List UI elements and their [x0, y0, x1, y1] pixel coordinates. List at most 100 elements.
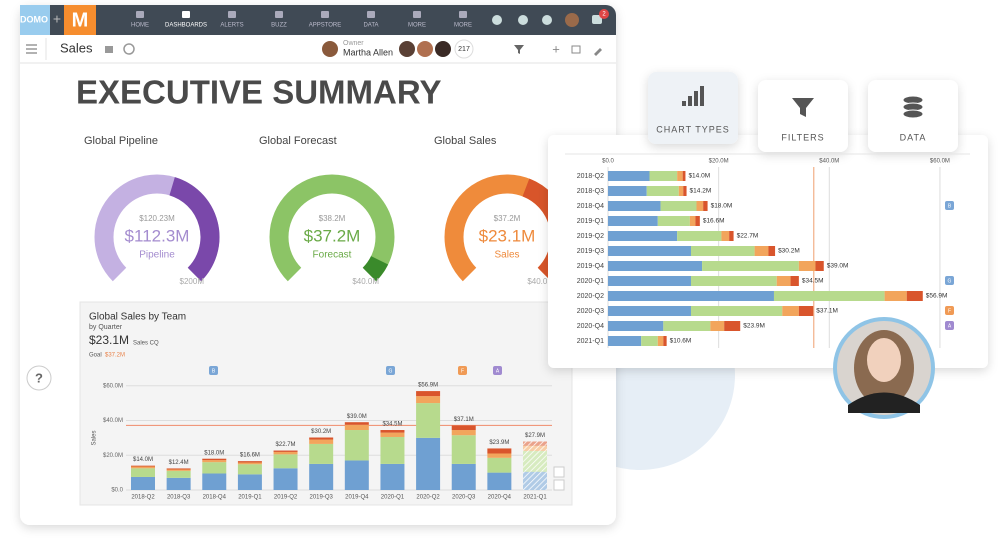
nav-item[interactable]: DASHBOARDS	[165, 23, 207, 29]
badge-letter: A	[496, 368, 500, 374]
nav-item[interactable]: HOME	[131, 23, 149, 29]
bar-segment	[790, 276, 799, 286]
db-icon	[902, 109, 924, 119]
bar-segment	[202, 462, 227, 474]
nav-item[interactable]: ALERTS	[220, 23, 243, 29]
lock-icon[interactable]	[105, 46, 113, 53]
chart-icon-bar	[682, 101, 686, 106]
bar-segment	[416, 391, 441, 397]
nav-item[interactable]: DATA	[363, 23, 378, 29]
help-icon[interactable]	[542, 15, 552, 25]
badge-letter: A	[948, 323, 952, 329]
bar-segment	[608, 291, 774, 301]
bar-segment	[237, 462, 262, 465]
user-avatar[interactable]	[565, 13, 579, 27]
x-tick-label: $20.0M	[709, 159, 729, 165]
gauge-title: Global Forecast	[259, 135, 337, 147]
bar-segment	[689, 216, 696, 226]
bar-segment	[166, 469, 191, 471]
bar-segment	[380, 430, 405, 433]
nav-item[interactable]: APPSTORE	[309, 23, 342, 29]
nav-icon[interactable]	[228, 11, 236, 18]
total-label: $10.6M	[670, 338, 692, 345]
y-tick-label: 2021-Q1	[577, 338, 604, 345]
bar-segment	[608, 306, 691, 316]
bar-segment	[344, 430, 369, 461]
nav-item[interactable]: MORE	[454, 23, 472, 29]
panel-button[interactable]	[648, 72, 738, 144]
share-icon[interactable]	[123, 43, 135, 55]
x-tick-label: 2018-Q3	[167, 495, 191, 501]
bar-segment	[608, 171, 650, 181]
bar-segment	[663, 321, 711, 331]
total-label: $56.9M	[926, 293, 948, 300]
add-icon[interactable]: +	[552, 41, 560, 56]
bar-segment	[646, 186, 679, 196]
settings-icon[interactable]	[594, 48, 602, 56]
nav-item[interactable]: BUZZ	[271, 23, 287, 29]
nav-icon[interactable]	[182, 11, 190, 18]
x-tick-label: $40.0M	[819, 159, 839, 165]
x-tick-label: 2020-Q1	[381, 495, 405, 501]
x-tick-label: 2020-Q4	[488, 495, 512, 501]
zoom-out[interactable]	[553, 479, 565, 491]
menu-icon[interactable]	[26, 44, 37, 54]
export-icon[interactable]	[571, 45, 581, 54]
badge-letter: B	[212, 368, 216, 374]
total-label: $37.1M	[454, 417, 474, 423]
filter-icon[interactable]	[514, 45, 524, 54]
bar-segment	[884, 291, 907, 301]
y-tick-label: 2020-Q1	[577, 278, 604, 285]
goal-label: Goal	[89, 353, 102, 359]
gauge-title: Global Sales	[434, 135, 497, 147]
nav-icon[interactable]	[321, 11, 329, 18]
add-icon[interactable]	[518, 15, 528, 25]
panel-button[interactable]	[758, 80, 848, 152]
bar-segment	[309, 463, 334, 490]
nav-item[interactable]: MORE	[408, 23, 426, 29]
total-label: $18.0M	[711, 203, 733, 210]
avatar	[417, 41, 433, 57]
gauge-target: $120.23M	[139, 214, 175, 223]
app-logo[interactable]	[64, 5, 96, 35]
chat-icon[interactable]	[592, 15, 602, 24]
y-tick-label: $60.0M	[103, 383, 123, 389]
badge-letter: B	[948, 203, 952, 209]
chart-title: Global Sales by Team	[89, 312, 186, 323]
badge-letter: F	[461, 368, 464, 374]
x-tick-label: $0.0	[602, 159, 614, 165]
bar-segment	[608, 201, 661, 211]
bar-segment	[380, 436, 405, 464]
y-tick-label: $40.0M	[103, 418, 123, 424]
nav-icon[interactable]	[136, 11, 144, 18]
badge-letter: F	[948, 308, 951, 314]
badge	[945, 201, 954, 210]
avatar	[399, 41, 415, 57]
bar-segment	[724, 321, 741, 331]
gauge-max: $40.0M	[527, 277, 554, 286]
bar-segment	[683, 186, 687, 196]
member-count: 217	[458, 46, 470, 53]
total-label: $30.2M	[311, 429, 331, 435]
help-button[interactable]	[26, 365, 52, 391]
total-label: $16.6M	[703, 218, 725, 225]
chart-icon-bar	[700, 86, 704, 106]
bar-segment	[166, 470, 191, 478]
bar-segment	[682, 171, 686, 181]
y-tick-label: 2019-Q4	[577, 263, 604, 270]
search-icon[interactable]	[492, 15, 502, 25]
zoom-in[interactable]	[553, 466, 565, 478]
nav-icon[interactable]	[413, 11, 421, 18]
nav-icon[interactable]	[459, 11, 467, 18]
bar-segment	[754, 246, 769, 256]
nav-icon[interactable]	[275, 11, 283, 18]
gauge-max: $40.0M	[352, 277, 379, 286]
bar-segment	[380, 432, 405, 437]
gauge-label: Forecast	[313, 250, 352, 261]
nav-icon[interactable]	[367, 11, 375, 18]
bar-segment	[608, 261, 703, 271]
count-chip[interactable]	[454, 39, 474, 59]
total-label: $14.0M	[133, 457, 153, 463]
bar-segment	[815, 261, 824, 271]
